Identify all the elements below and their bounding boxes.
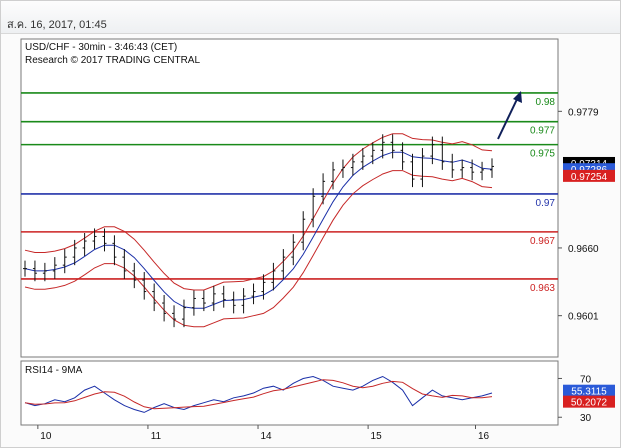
chart-title: USD/CHF - 30min - 3:46:43 (CET) bbox=[25, 42, 177, 53]
rsi-y-tick-label: 30 bbox=[580, 413, 592, 424]
y-tick-label: 0.9779 bbox=[568, 107, 599, 118]
level-label: 0.97 bbox=[536, 198, 556, 209]
rsi-y-tick-label: 70 bbox=[580, 374, 592, 385]
timestamp: ส.ค. 16, 2017, 01:45 bbox=[7, 19, 107, 31]
level-label: 0.967 bbox=[530, 236, 555, 247]
top-bar: ส.ค. 16, 2017, 01:45 bbox=[1, 1, 620, 34]
x-tick-label: 10 bbox=[40, 431, 52, 442]
main-panel bbox=[20, 38, 559, 358]
lower-band-line bbox=[24, 170, 493, 328]
chart-svg: USD/CHF - 30min - 3:46:43 (CET) Research… bbox=[20, 38, 615, 442]
level-label: 0.963 bbox=[530, 283, 555, 294]
y-tick-label: 0.9601 bbox=[568, 312, 599, 323]
level-label: 0.977 bbox=[530, 126, 555, 137]
forecast-arrow-head bbox=[513, 91, 522, 103]
x-tick-label: 11 bbox=[151, 431, 162, 442]
x-tick-label: 16 bbox=[478, 431, 490, 442]
rsi-title: RSI14 - 9MA bbox=[25, 365, 83, 376]
moving-average-line bbox=[24, 151, 493, 309]
rsi-panel bbox=[20, 360, 559, 426]
rsi-tag-box bbox=[563, 384, 615, 397]
forecast-arrow-line bbox=[497, 94, 520, 140]
y-tick-label: 0.9660 bbox=[568, 244, 599, 255]
rsi-tag-box bbox=[563, 395, 615, 408]
level-label: 0.975 bbox=[530, 149, 555, 160]
price-tag-label: 0.97254 bbox=[571, 172, 608, 183]
level-label: 0.98 bbox=[536, 97, 556, 108]
x-tick-label: 14 bbox=[260, 431, 272, 442]
rsi-tag-label: 50.2072 bbox=[571, 398, 608, 409]
rsi-tag-label: 55.3115 bbox=[571, 387, 607, 398]
price-tag-box bbox=[563, 169, 615, 182]
rsi-ma-line bbox=[24, 379, 493, 410]
x-tick-label: 15 bbox=[371, 431, 383, 442]
upper-band-line bbox=[24, 133, 493, 291]
chart-subtitle: Research © 2017 TRADING CENTRAL bbox=[25, 55, 200, 66]
